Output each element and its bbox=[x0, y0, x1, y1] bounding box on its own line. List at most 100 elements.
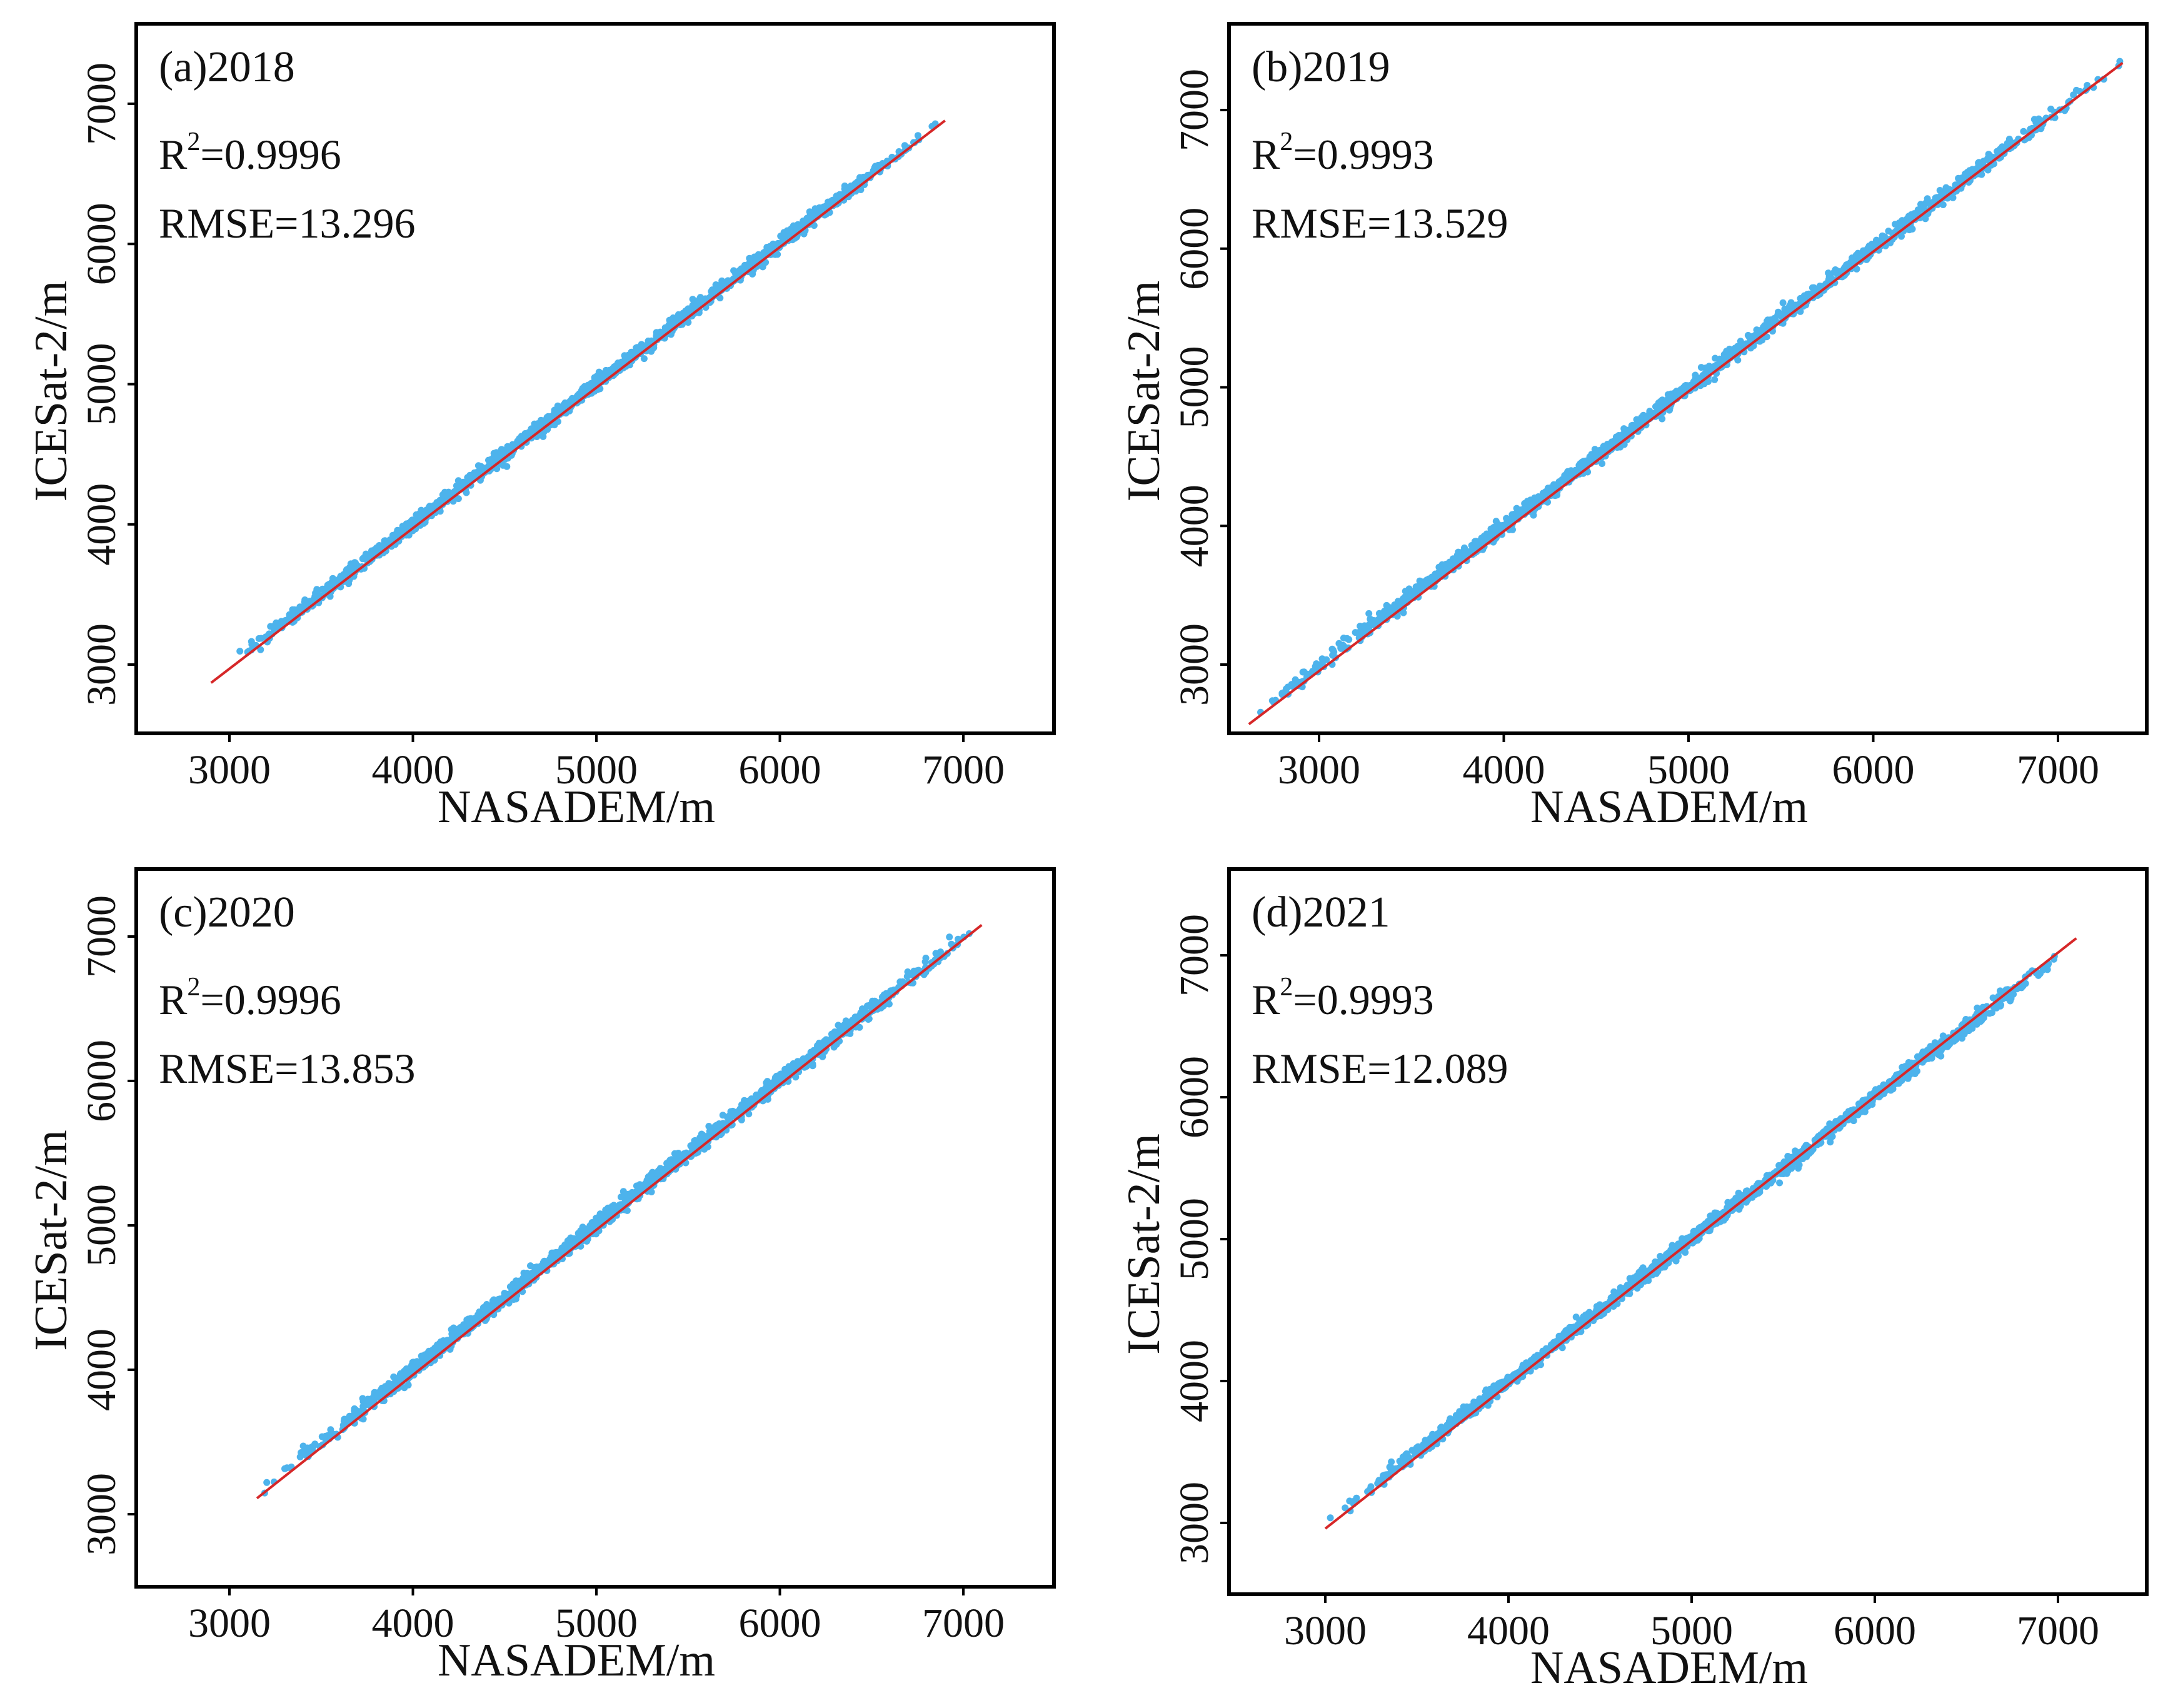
scatter-point bbox=[602, 366, 610, 374]
scatter-point bbox=[236, 648, 244, 655]
scatter-point bbox=[686, 307, 693, 314]
scatter-point bbox=[780, 229, 788, 236]
scatter-point bbox=[1447, 561, 1454, 569]
r-squared-label: R2=0.9996 bbox=[159, 128, 341, 178]
scatter-point bbox=[1892, 221, 1899, 228]
scatter-point bbox=[512, 1295, 519, 1303]
x-tick-label: 4000 bbox=[372, 1600, 454, 1646]
scatter-point bbox=[1290, 681, 1297, 688]
scatter-point bbox=[681, 1150, 688, 1157]
scatter-point bbox=[1477, 536, 1485, 543]
scatter-point bbox=[866, 1002, 873, 1009]
rmse-label: RMSE=13.296 bbox=[159, 199, 416, 247]
scatter-point bbox=[1598, 460, 1606, 467]
scatter-point bbox=[830, 1043, 838, 1051]
scatter-point bbox=[1355, 630, 1363, 638]
scatter-point bbox=[359, 1395, 366, 1402]
scatter-point bbox=[1864, 246, 1872, 254]
scatter-point bbox=[629, 351, 636, 358]
scatter-point bbox=[1413, 583, 1421, 590]
scatter-point bbox=[1367, 619, 1375, 626]
y-tick-label: 3000 bbox=[79, 1473, 124, 1555]
scatter-point bbox=[899, 978, 906, 985]
scatter-point bbox=[499, 461, 507, 469]
scatter-point bbox=[1704, 378, 1712, 385]
scatter-point bbox=[1941, 189, 1949, 196]
scatter-point bbox=[1880, 233, 1888, 241]
scatter-point bbox=[718, 283, 726, 290]
scatter-point bbox=[1440, 567, 1447, 575]
scatter-point bbox=[426, 506, 433, 513]
scatter-point bbox=[1585, 458, 1593, 465]
scatter-point bbox=[409, 1364, 416, 1372]
scatter-point bbox=[1786, 302, 1794, 309]
scatter-point bbox=[647, 1172, 655, 1179]
scatter-point bbox=[856, 174, 863, 181]
scatter-point bbox=[1339, 641, 1347, 649]
y-tick-label: 6000 bbox=[1172, 208, 1217, 290]
scatter-point bbox=[523, 1273, 531, 1280]
scatter-point bbox=[454, 1325, 462, 1333]
y-axis-title: ICESat-2/m bbox=[1118, 281, 1170, 502]
scatter-point bbox=[296, 603, 304, 611]
scatter-point bbox=[509, 441, 516, 448]
scatter-point bbox=[1527, 501, 1534, 509]
scatter-point bbox=[1939, 201, 1947, 208]
scatter-point bbox=[1450, 556, 1458, 563]
rmse-label: RMSE=13.529 bbox=[1252, 199, 1508, 247]
scatter-point bbox=[814, 1045, 821, 1052]
scatter-point bbox=[340, 1417, 348, 1425]
scatter-point bbox=[431, 1344, 439, 1352]
x-tick-label: 6000 bbox=[1832, 747, 1915, 793]
scatter-point bbox=[1634, 419, 1642, 427]
scatter-point bbox=[1852, 251, 1860, 259]
scatter-point bbox=[1628, 422, 1635, 430]
scatter-point bbox=[436, 498, 444, 505]
y-tick-label: 7000 bbox=[79, 63, 124, 145]
panel-label: (c)2020 bbox=[159, 888, 295, 937]
scatter-points bbox=[1257, 58, 2124, 716]
scatter-point bbox=[648, 1188, 655, 1195]
fit-line bbox=[256, 923, 983, 1500]
scatter-point bbox=[793, 224, 800, 232]
scatter-point bbox=[1920, 202, 1928, 209]
scatter-point bbox=[1816, 283, 1824, 289]
scatter-point bbox=[932, 950, 940, 957]
scatter-point bbox=[1810, 284, 1817, 291]
scatter-point bbox=[746, 254, 753, 262]
scatter-point bbox=[1657, 398, 1664, 405]
scatter-point bbox=[621, 1190, 629, 1198]
x-tick-label: 6000 bbox=[739, 747, 821, 793]
scatter-point bbox=[463, 489, 470, 496]
rmse-label: RMSE=13.853 bbox=[159, 1045, 416, 1092]
scatter-point bbox=[1766, 321, 1774, 328]
scatter-point bbox=[635, 1188, 642, 1196]
scatter-point bbox=[1615, 432, 1622, 439]
scatter-point bbox=[946, 933, 953, 941]
scatter-point bbox=[1513, 505, 1520, 512]
scatter-point bbox=[873, 998, 880, 1006]
scatter-point bbox=[2047, 105, 2055, 113]
scatter-point bbox=[473, 470, 481, 478]
scatter-point bbox=[1974, 1004, 1981, 1012]
scatter-point bbox=[1734, 356, 1742, 364]
scatter-point bbox=[791, 1063, 798, 1071]
scatter-point bbox=[1825, 269, 1832, 277]
scatter-point bbox=[773, 241, 780, 248]
scatter-point bbox=[464, 474, 471, 481]
y-tick-label: 6000 bbox=[79, 203, 124, 285]
scatter-point bbox=[1600, 443, 1607, 450]
x-tick-label: 5000 bbox=[555, 1600, 638, 1646]
scatter-point bbox=[512, 1285, 519, 1293]
scatter-point bbox=[1924, 195, 1931, 203]
scatter-point bbox=[747, 1097, 755, 1104]
scatter-point bbox=[551, 421, 558, 429]
panel-label: (a)2018 bbox=[159, 43, 295, 91]
scatter-point bbox=[366, 1399, 373, 1406]
scatter-point bbox=[1989, 994, 1997, 1002]
scatter-point bbox=[541, 1257, 548, 1265]
scatter-point bbox=[806, 208, 813, 216]
scatter-point bbox=[478, 463, 484, 470]
scatter-point bbox=[382, 1384, 389, 1390]
